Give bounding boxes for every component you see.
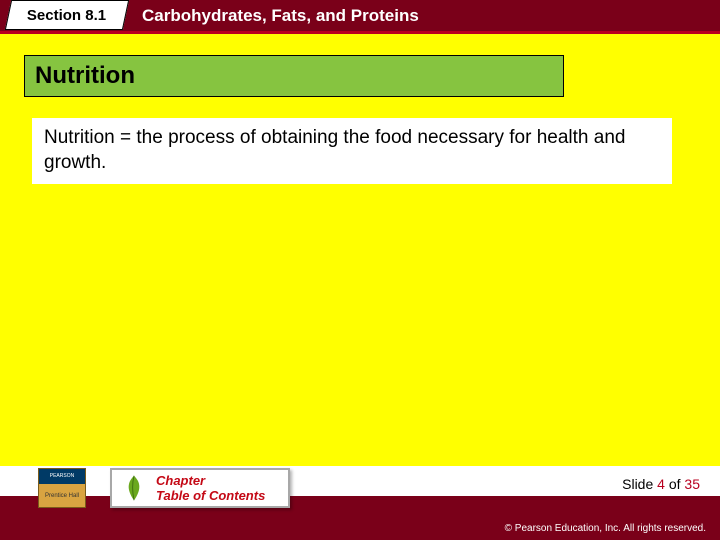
copyright: © Pearson Education, Inc. All rights res… xyxy=(505,523,706,534)
section-tab: Section 8.1 xyxy=(5,0,129,30)
slide-number: Slide 4 of 35 xyxy=(622,476,700,492)
logo-top: PEARSON xyxy=(39,469,85,484)
slide-sep: of xyxy=(665,476,684,492)
toc-button[interactable]: Chapter Table of Contents xyxy=(110,468,290,508)
footer-white-strip xyxy=(0,466,720,496)
toc-line1: Chapter xyxy=(156,474,265,487)
logo-bottom: Prentice Hall xyxy=(39,484,85,507)
chapter-title: Carbohydrates, Fats, and Proteins xyxy=(142,6,419,26)
slide-label: Slide xyxy=(622,476,657,492)
body-text: Nutrition = the process of obtaining the… xyxy=(44,126,660,175)
leaf-icon xyxy=(116,470,152,506)
slide: Section 8.1 Carbohydrates, Fats, and Pro… xyxy=(0,0,720,540)
toc-text: Chapter Table of Contents xyxy=(156,474,265,502)
subheader-title: Nutrition xyxy=(35,62,135,90)
section-label: Section 8.1 xyxy=(27,7,106,24)
subheader: Nutrition xyxy=(24,55,564,97)
publisher-logo: PEARSON Prentice Hall xyxy=(38,468,86,508)
toc-line2: Table of Contents xyxy=(156,489,265,502)
slide-total: 35 xyxy=(684,476,700,492)
body-text-box: Nutrition = the process of obtaining the… xyxy=(32,118,672,184)
slide-current: 4 xyxy=(657,476,665,492)
